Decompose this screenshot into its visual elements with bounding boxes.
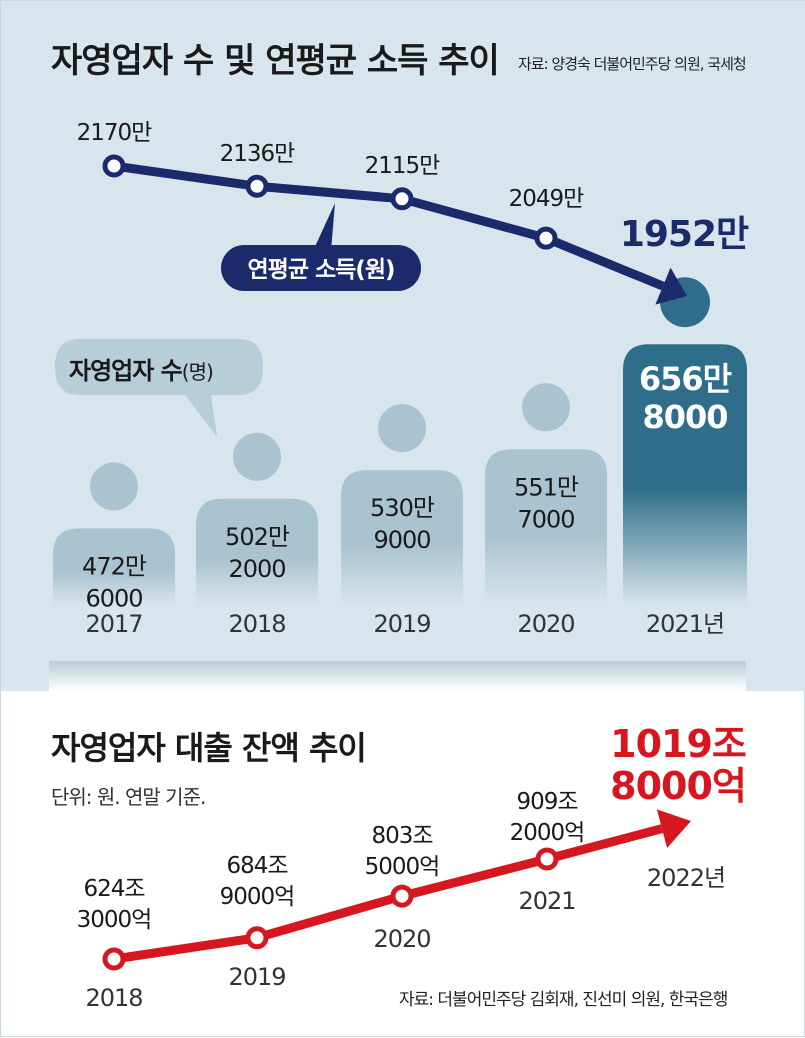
bar-value-label-1-main: 502만 (225, 523, 290, 551)
bar-value-label-4-main: 656만 (639, 360, 732, 398)
income-legend-pointer (313, 203, 335, 251)
bar-value-label-0-main: 472만 (82, 552, 147, 580)
bar-value-label-3-rest: 7000 (517, 505, 574, 533)
person-bar-head-2 (378, 404, 426, 453)
person-bar-head-3 (522, 383, 570, 432)
person-bar-body-0 (53, 528, 175, 606)
chart-title-income: 자영업자 수 및 연평균 소득 추이 (51, 41, 500, 81)
loan-value-label-2-main: 803조 (371, 823, 432, 849)
bar-value-label-3-main: 551만 (514, 473, 579, 501)
loan-point-3 (535, 847, 559, 871)
chart-title-loan: 자영업자 대출 잔액 추이 (51, 729, 367, 767)
bar-value-label-2-main: 530만 (370, 494, 435, 522)
income-point-3 (534, 226, 558, 250)
loan-x-tick-label-1: 2019 (228, 963, 285, 991)
bar-value-label-4-rest: 8000 (642, 398, 727, 436)
unit-note: 단위: 원. 연말 기준. (51, 785, 206, 809)
income-point-1 (245, 174, 269, 198)
loan-x-tick-label-3: 2021 (518, 887, 575, 915)
income-value-label-0: 2170만 (77, 120, 153, 146)
bar-value-label-0-rest: 6000 (85, 584, 142, 612)
loan-value-label-1-main: 684조 (226, 853, 287, 879)
loan-value-label-3-rest: 2000억 (510, 820, 585, 846)
workers-legend-label-main: 자영업자 수 (69, 357, 183, 385)
x-tick-label-2: 2019 (373, 610, 430, 638)
loan-value-label-0-main: 624조 (83, 876, 144, 902)
loan-value-label-2-rest: 5000억 (365, 854, 440, 880)
loan-value-label-3-main: 909조 (516, 789, 577, 815)
income-legend-pill (221, 245, 421, 291)
loan-point-1 (245, 926, 269, 950)
loan-x-tick-label-4: 2022년 (647, 864, 725, 892)
bar-value-label-1-rest: 2000 (228, 555, 285, 583)
workers-legend-bubble (55, 339, 263, 437)
person-bar-body-3 (485, 449, 607, 606)
separator-band (49, 661, 746, 691)
source-note-bottom: 자료: 더불어민주당 김회재, 진선미 의원, 한국은행 (399, 990, 728, 1010)
income-value-label-1: 2136만 (220, 141, 296, 167)
x-tick-label-0: 2017 (85, 610, 142, 638)
income-arrowhead (655, 267, 687, 305)
income-point-2 (390, 187, 414, 211)
x-tick-label-3: 2020 (517, 610, 574, 638)
income-value-label-3: 2049만 (509, 186, 585, 212)
person-bar-body-1 (196, 498, 318, 606)
income-value-label-2: 2115만 (365, 153, 441, 179)
person-bar-head-1 (233, 432, 281, 481)
person-bar-body-4 (623, 344, 747, 606)
loan-value-label-0-rest: 3000억 (77, 907, 152, 933)
person-bar-body-2 (341, 470, 463, 606)
workers-legend-label-unit: (명) (182, 360, 213, 384)
loan-x-tick-label-2: 2020 (373, 925, 430, 953)
x-tick-label-4: 2021년 (646, 610, 724, 638)
loan-arrowhead (656, 809, 691, 848)
income-point-0 (102, 154, 126, 178)
income-legend-label: 연평균 소득(원) (248, 257, 395, 283)
source-note-top: 자료: 양경숙 더불어민주당 의원, 국세청 (518, 55, 747, 73)
loan-point-0 (102, 947, 126, 971)
loan-point-2 (390, 884, 414, 908)
bar-value-label-2-rest: 9000 (373, 526, 430, 554)
loan-value-label-4-main: 1019조 (610, 722, 746, 766)
x-tick-label-1: 2018 (228, 610, 285, 638)
loan-x-tick-label-0: 2018 (85, 984, 142, 1012)
loan-value-label-4-rest: 8000억 (610, 764, 746, 808)
person-bar-head-0 (90, 462, 138, 511)
income-value-label-4: 1952만 (620, 214, 749, 255)
workers-legend-label: 자영업자 수(명) (69, 357, 213, 385)
loan-value-label-1-rest: 9000억 (220, 884, 295, 910)
